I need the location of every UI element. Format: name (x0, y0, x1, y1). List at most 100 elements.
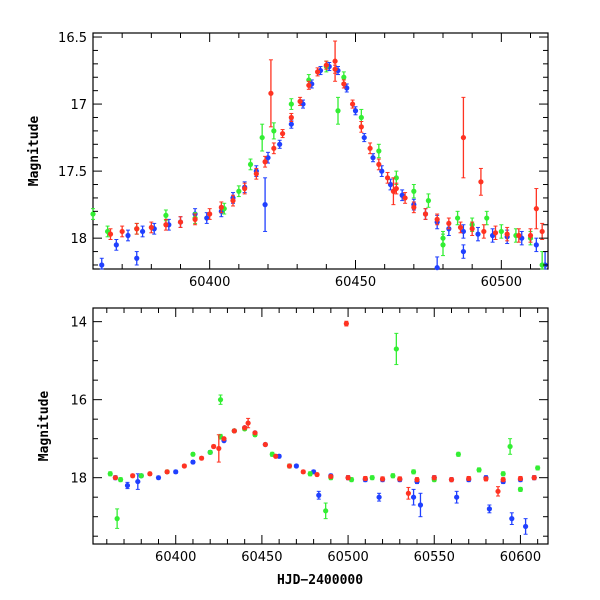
data-point (217, 397, 224, 403)
data-point (446, 220, 452, 227)
data-point (361, 134, 367, 141)
data-point (522, 523, 529, 530)
data-point (314, 471, 320, 478)
data-point (484, 215, 490, 221)
data-point (411, 204, 417, 210)
data-point (259, 134, 265, 141)
data-point (288, 121, 294, 127)
data-point (478, 179, 484, 185)
data-point (362, 475, 368, 482)
data-point (271, 145, 277, 151)
data-point (181, 463, 187, 469)
lower-panel: 60400 60450 60500 60550 60600 14 16 18 Magnitu… (37, 307, 549, 588)
data-point (402, 195, 408, 201)
data-point (454, 215, 461, 221)
data-point (376, 494, 382, 500)
upper-y-ticks: 16.5 17 17.5 18 (58, 31, 548, 266)
data-point (148, 224, 154, 231)
data-point (390, 473, 396, 479)
data-point (262, 441, 268, 448)
data-point (262, 202, 268, 208)
data-point (349, 101, 356, 107)
data-point (460, 134, 467, 141)
data-point (155, 475, 162, 481)
data-point (314, 69, 321, 75)
lower-plot-frame (92, 307, 549, 545)
data-point (517, 475, 524, 482)
y-tick-label: 16.5 (58, 31, 87, 46)
data-point (425, 198, 432, 204)
data-point (539, 228, 545, 235)
data-point (190, 451, 196, 457)
upper-data-markers (90, 40, 548, 271)
x-tick-label: 60450 (335, 275, 376, 290)
data-point (242, 425, 248, 431)
data-point (164, 469, 170, 475)
data-point (112, 475, 119, 481)
data-point (90, 211, 96, 217)
x-tick-label: 60600 (500, 550, 541, 565)
data-point (119, 228, 125, 235)
data-point (130, 473, 136, 479)
data-point (230, 198, 236, 204)
data-point (476, 467, 482, 473)
data-point (113, 242, 119, 248)
x-axis-label: HJD−2400000 (277, 573, 363, 588)
data-point (414, 477, 420, 483)
data-point (498, 228, 504, 235)
data-point (192, 216, 198, 222)
data-point (271, 128, 277, 134)
upper-plot-frame (92, 32, 549, 270)
data-point (139, 228, 146, 235)
data-point (252, 430, 258, 436)
data-point (410, 469, 417, 475)
y-tick-label: 18 (70, 232, 87, 247)
data-point (242, 185, 248, 192)
data-point (328, 473, 334, 480)
data-point (454, 494, 460, 500)
data-point (279, 130, 286, 137)
data-point (495, 488, 501, 494)
upper-panel: 60400 60450 60500 16.5 17 17.5 18 Magnitude (27, 31, 549, 290)
data-point (434, 216, 440, 222)
data-point (358, 114, 364, 121)
data-point (431, 475, 437, 481)
data-point (531, 475, 537, 481)
data-point (297, 98, 303, 104)
data-point (323, 508, 329, 514)
data-point (527, 232, 534, 239)
data-point (434, 265, 440, 271)
data-point (509, 516, 515, 522)
data-point (500, 477, 506, 483)
y-tick-label: 18 (70, 472, 87, 487)
data-point (384, 175, 391, 181)
lower-y-ticks: 14 16 18 (70, 316, 548, 537)
data-point (469, 226, 475, 232)
data-point (117, 477, 124, 483)
data-point (163, 222, 169, 228)
data-point (253, 171, 259, 177)
data-point (216, 445, 222, 452)
data-point (344, 85, 350, 91)
upper-x-ticks: 60400 60450 60500 (92, 33, 531, 290)
data-point (345, 475, 351, 481)
data-point (211, 443, 217, 450)
data-point (516, 232, 522, 239)
data-point (177, 219, 184, 225)
data-point (390, 188, 397, 194)
data-point (300, 469, 306, 475)
data-point (190, 459, 196, 465)
data-point (422, 211, 429, 217)
data-point (535, 465, 541, 471)
data-point (207, 211, 213, 217)
data-point (369, 475, 375, 481)
data-point (466, 475, 472, 482)
data-point (367, 145, 373, 151)
data-point (163, 212, 169, 218)
data-point (306, 82, 312, 88)
data-point (288, 114, 294, 121)
data-point (124, 482, 131, 489)
data-point (245, 420, 251, 426)
data-point (410, 494, 417, 500)
